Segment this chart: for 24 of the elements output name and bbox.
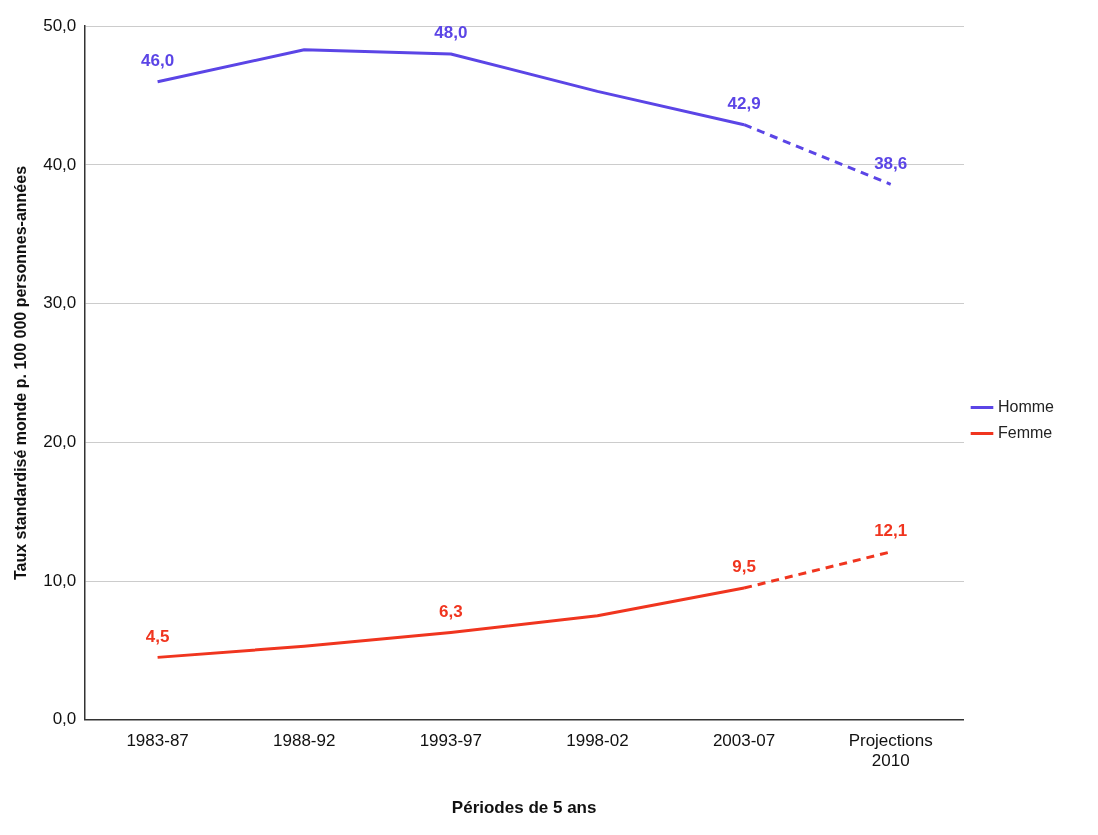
y-axis-title: Taux standardisé monde p. 100 000 personnes-années	[12, 165, 30, 581]
data-label: 48,0	[434, 23, 468, 43]
x-tick-label: 1983-87	[126, 730, 189, 750]
y-tick-label: 0,0	[52, 709, 77, 729]
legend-label: Femme	[997, 423, 1053, 441]
y-tick-label: 20,0	[43, 432, 77, 452]
data-label: 46,0	[141, 50, 175, 70]
data-label: 6,3	[439, 601, 463, 621]
legend-label: Homme	[997, 397, 1055, 415]
data-label: 9,5	[732, 557, 756, 577]
x-tick-label: Projections 2010	[848, 730, 933, 771]
data-label: 42,9	[727, 93, 761, 113]
y-tick-label: 10,0	[43, 570, 77, 590]
data-label: 4,5	[145, 626, 170, 646]
x-tick-label: 1998-02	[566, 730, 629, 750]
y-tick-label: 50,0	[43, 15, 77, 35]
x-tick-label: 1988-92	[273, 730, 336, 750]
y-tick-label: 30,0	[43, 293, 77, 313]
data-label: 38,6	[874, 153, 908, 173]
x-axis-title: Périodes de 5 ans	[451, 798, 597, 818]
x-tick-label: 2003-07	[712, 730, 776, 750]
x-tick-label: 1993-97	[419, 730, 483, 750]
data-label: 12,1	[874, 521, 908, 541]
y-tick-label: 40,0	[43, 154, 77, 174]
